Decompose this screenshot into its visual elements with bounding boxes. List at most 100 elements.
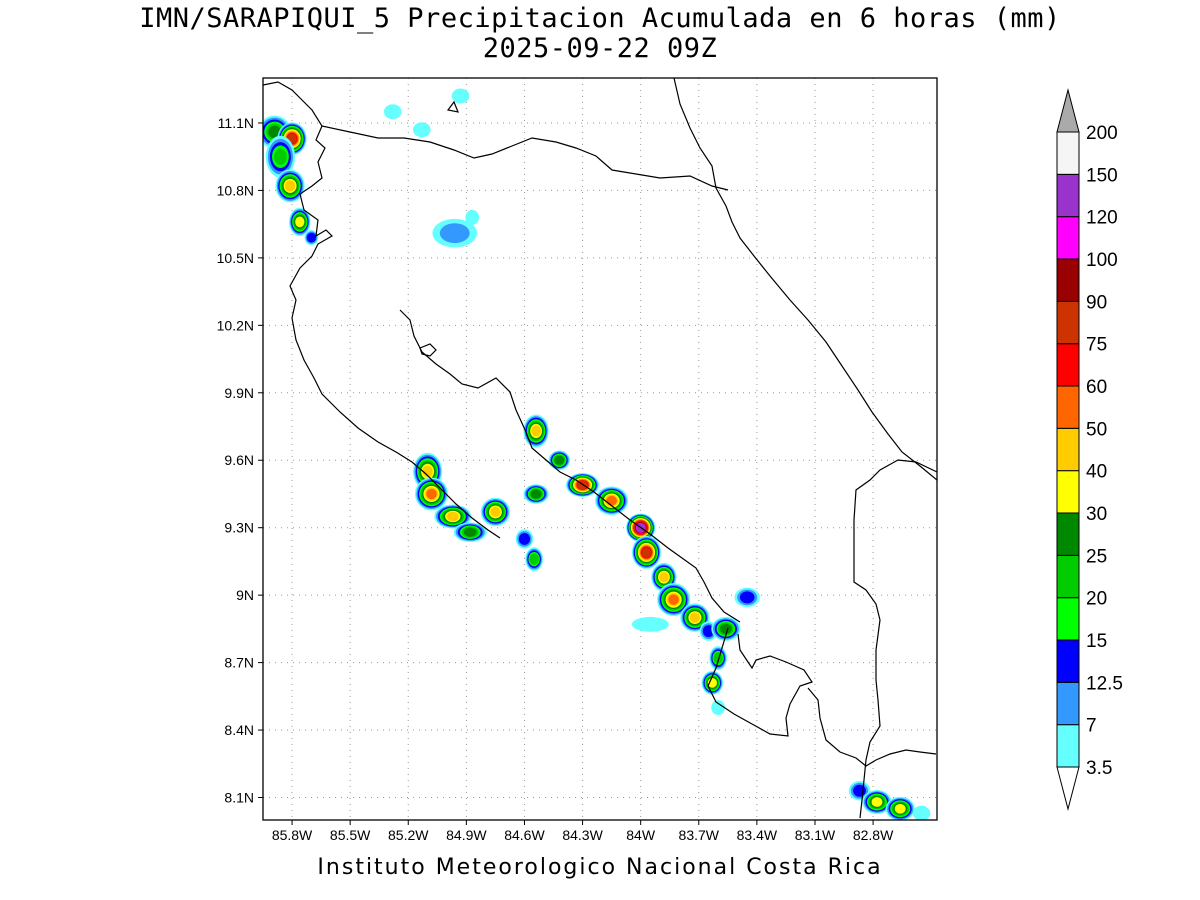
precip-cell bbox=[523, 484, 549, 504]
caribbean-coast bbox=[673, 78, 937, 481]
nicoya-gulf bbox=[399, 309, 741, 623]
precipitation-field bbox=[263, 88, 931, 820]
colorbar-over-arrow bbox=[1056, 88, 1080, 133]
footer-credit: Instituto Meteorologico Nacional Costa R… bbox=[317, 855, 883, 880]
precip-cell bbox=[657, 583, 691, 617]
precip-cell bbox=[912, 805, 931, 820]
precip-cell bbox=[711, 616, 741, 641]
coastlines bbox=[263, 78, 937, 819]
precip-contour bbox=[306, 232, 317, 243]
precip-cell bbox=[413, 122, 431, 138]
lon-tick-label: 85.5W bbox=[330, 827, 371, 843]
lat-lon-grid bbox=[263, 78, 937, 820]
colorbar-label: 15 bbox=[1086, 631, 1107, 652]
precip-cell bbox=[304, 230, 319, 246]
precip-contour bbox=[446, 511, 459, 522]
precip-cell bbox=[548, 450, 571, 470]
precip-cell bbox=[265, 135, 296, 178]
colorbar: 3.5 7 12.5 15 20 25 30 40 50 60 75 90 100 120 150 200 bbox=[1056, 88, 1123, 811]
latitude-axis: 11.1N 10.8N 10.5N 10.2N 9.9N 9.6N 9.3N 9N 8.7N 8.… bbox=[217, 115, 263, 806]
colorbar-under-arrow bbox=[1056, 766, 1080, 811]
lat-tick-label: 8.4N bbox=[224, 722, 254, 738]
colorbar-label: 25 bbox=[1086, 546, 1107, 567]
precip-cell bbox=[631, 616, 669, 632]
precip-contour bbox=[554, 455, 565, 465]
precip-contour bbox=[295, 216, 305, 228]
lon-tick-label: 85.2W bbox=[388, 827, 429, 843]
precip-cell bbox=[383, 104, 402, 120]
plot-frame bbox=[262, 77, 938, 821]
precip-contour bbox=[268, 125, 281, 139]
colorbar-label: 60 bbox=[1086, 377, 1107, 398]
precip-contour bbox=[463, 527, 477, 537]
precip-contour bbox=[531, 425, 541, 437]
precip-contour bbox=[465, 209, 480, 225]
precip-contour bbox=[284, 180, 296, 192]
lat-tick-label: 9N bbox=[236, 587, 254, 603]
precip-contour bbox=[912, 805, 931, 820]
lon-tick-label: 85.8W bbox=[272, 827, 313, 843]
precip-cell bbox=[289, 207, 311, 237]
map-title: IMN/SARAPIQUI_5 Precipitacion Acumulada … bbox=[139, 3, 1061, 34]
colorbar-segment bbox=[1056, 554, 1080, 599]
precip-cell bbox=[515, 529, 534, 549]
precip-contour bbox=[422, 465, 433, 478]
precip-contour bbox=[641, 547, 652, 558]
precip-cell bbox=[734, 587, 760, 608]
precip-contour bbox=[439, 223, 470, 244]
lat-tick-label: 10.5N bbox=[217, 250, 254, 266]
precip-contour bbox=[631, 616, 669, 632]
precip-contour bbox=[659, 572, 669, 583]
lat-tick-label: 8.1N bbox=[224, 790, 254, 806]
precip-contour bbox=[606, 495, 617, 506]
colorbar-label: 150 bbox=[1086, 165, 1118, 186]
precip-cell bbox=[595, 486, 629, 515]
lat-tick-label: 11.1N bbox=[218, 115, 254, 131]
lat-tick-label: 8.7N bbox=[224, 655, 254, 671]
colorbar-segment bbox=[1056, 681, 1080, 726]
precip-cell bbox=[414, 477, 449, 511]
colorbar-label: 100 bbox=[1086, 250, 1118, 271]
lon-tick-label: 83.7W bbox=[679, 827, 720, 843]
colorbar-label: 120 bbox=[1086, 208, 1118, 229]
colorbar-segment bbox=[1056, 258, 1080, 302]
precip-cell bbox=[523, 414, 549, 448]
lat-tick-label: 9.6N bbox=[224, 452, 254, 468]
precip-contour bbox=[739, 591, 755, 604]
lat-tick-label: 10.2N bbox=[217, 317, 254, 333]
lon-tick-label: 83.4W bbox=[737, 827, 778, 843]
precip-contour bbox=[713, 652, 723, 664]
precip-contour bbox=[274, 148, 287, 165]
precip-contour bbox=[451, 88, 470, 104]
lat-tick-label: 9.9N bbox=[224, 385, 254, 401]
nicaragua-border bbox=[321, 125, 729, 191]
lat-tick-label: 9.3N bbox=[224, 520, 254, 536]
precip-contour bbox=[720, 623, 732, 635]
precip-contour bbox=[702, 625, 715, 638]
colorbar-segment bbox=[1056, 131, 1080, 175]
lon-tick-label: 84.3W bbox=[562, 827, 603, 843]
colorbar-segment bbox=[1056, 300, 1080, 345]
longitude-axis: 85.8W 85.5W 85.2W 84.9W 84.6W 84.3W 84W 83.7W 83… bbox=[272, 820, 894, 843]
precip-contour bbox=[529, 553, 539, 565]
lon-tick-label: 82.8W bbox=[853, 827, 894, 843]
precip-contour bbox=[413, 122, 431, 138]
colorbar-segment bbox=[1056, 385, 1080, 429]
colorbar-segment bbox=[1056, 724, 1080, 768]
precip-contour bbox=[530, 489, 542, 499]
precip-cell bbox=[480, 497, 511, 527]
precip-contour bbox=[689, 612, 701, 623]
colorbar-label: 7 bbox=[1086, 716, 1097, 737]
colorbar-label: 50 bbox=[1086, 419, 1107, 440]
osa-peninsula bbox=[707, 627, 813, 737]
precip-cell bbox=[862, 790, 892, 815]
precip-contour bbox=[853, 784, 866, 797]
precip-cell bbox=[451, 88, 470, 104]
golfo-dulce bbox=[807, 687, 937, 767]
precip-cell bbox=[701, 670, 724, 695]
precip-cell bbox=[465, 209, 480, 225]
precip-cell bbox=[432, 218, 478, 248]
map-date: 2025-09-22 09Z bbox=[482, 33, 718, 64]
colorbar-segment bbox=[1056, 216, 1080, 260]
precip-cell bbox=[711, 700, 726, 716]
